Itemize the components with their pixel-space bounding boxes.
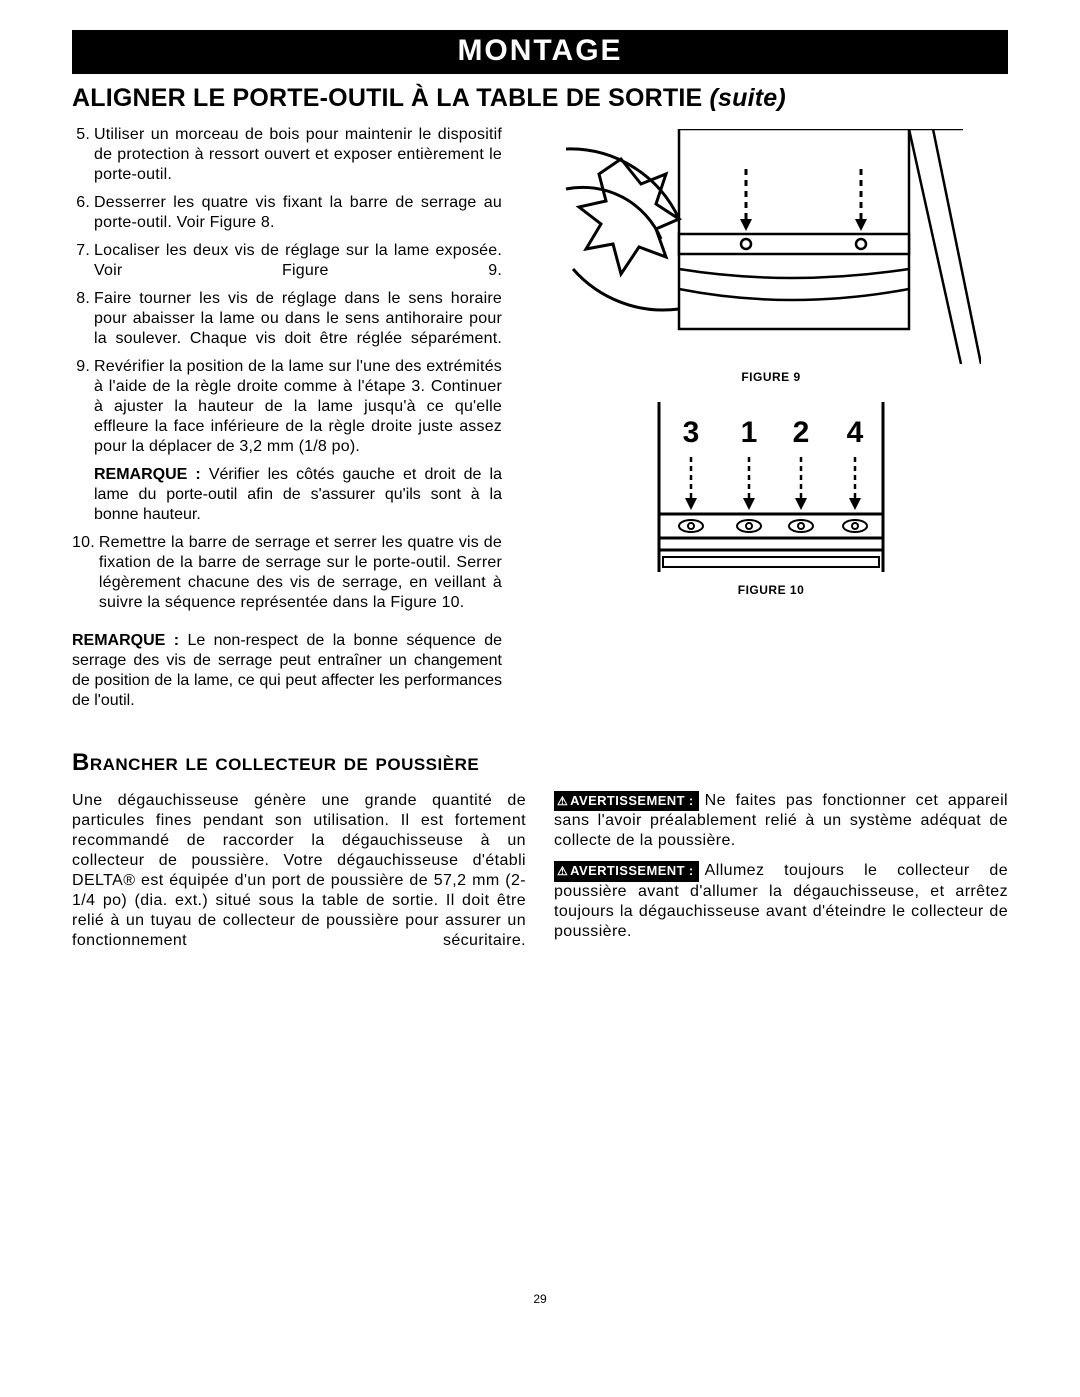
heading-align: ALIGNER LE PORTE-OUTIL À LA TABLE DE SOR… (72, 84, 1008, 113)
warning-2-label: AVERTISSEMENT : (570, 863, 694, 878)
step-8-num: 8. (72, 289, 94, 349)
fig10-num-3: 3 (683, 416, 700, 449)
figure-10-svg: 3 1 2 4 (641, 402, 901, 577)
step-7-num: 7. (72, 241, 94, 281)
step-7: 7. Localiser les deux vis de réglage sur… (72, 241, 502, 281)
step-6-text: Desserrer les quatre vis fixant la barre… (94, 193, 502, 233)
figure-9-svg (561, 129, 981, 364)
steps-list: 5. Utiliser un morceau de bois pour main… (72, 125, 502, 457)
step-10: 10. Remettre la barre de serrage et serr… (72, 533, 502, 613)
step-9-num: 9. (72, 357, 94, 457)
steps-column: 5. Utiliser un morceau de bois pour main… (72, 125, 502, 719)
warning-1-badge: ⚠AVERTISSEMENT : (554, 791, 699, 811)
heading-align-suite: (suite) (710, 84, 786, 112)
step-8-text: Faire tourner les vis de réglage dans le… (94, 289, 502, 349)
figure-10-caption: FIGURE 10 (738, 583, 805, 597)
step-10-num: 10. (72, 533, 99, 613)
figure-9-caption: FIGURE 9 (741, 370, 800, 384)
warning-2-badge: ⚠AVERTISSEMENT : (554, 861, 699, 881)
step-6: 6. Desserrer les quatre vis fixant la ba… (72, 193, 502, 233)
warning-icon: ⚠ (557, 864, 568, 878)
warning-1-label: AVERTISSEMENT : (570, 793, 694, 808)
step-6-num: 6. (72, 193, 94, 233)
dust-left-col: Une dégauchisseuse génère une grande qua… (72, 791, 526, 952)
step-5-text: Utiliser un morceau de bois pour mainten… (94, 125, 502, 185)
remarque-2: REMARQUE : Le non-respect de la bonne sé… (72, 631, 502, 711)
two-column-steps: 5. Utiliser un morceau de bois pour main… (72, 125, 1008, 719)
dust-left-text: Une dégauchisseuse génère une grande qua… (72, 791, 526, 951)
fig10-num-1: 1 (741, 416, 758, 449)
dust-columns: Une dégauchisseuse génère une grande qua… (72, 791, 1008, 952)
page-number: 29 (72, 1292, 1008, 1306)
step-5: 5. Utiliser un morceau de bois pour main… (72, 125, 502, 185)
step-8: 8. Faire tourner les vis de réglage dans… (72, 289, 502, 349)
figures-column: FIGURE 9 (534, 125, 1008, 719)
warning-2: ⚠AVERTISSEMENT :Allumez toujours le coll… (554, 861, 1008, 941)
step-9-text: Revérifier la position de la lame sur l'… (94, 357, 502, 457)
heading-dust: Brancher le collecteur de poussière (72, 749, 1008, 777)
warning-icon: ⚠ (557, 794, 568, 808)
step-9: 9. Revérifier la position de la lame sur… (72, 357, 502, 457)
steps-list-2: 10. Remettre la barre de serrage et serr… (72, 533, 502, 613)
warning-1: ⚠AVERTISSEMENT :Ne faites pas fonctionne… (554, 791, 1008, 851)
step-10-text: Remettre la barre de serrage et serrer l… (99, 533, 502, 613)
remarque-1: REMARQUE : Vérifier les côtés gauche et … (72, 465, 502, 525)
heading-align-main: ALIGNER LE PORTE-OUTIL À LA TABLE DE SOR… (72, 84, 702, 112)
remarque-2-label: REMARQUE : (72, 632, 179, 649)
fig10-num-2: 2 (793, 416, 810, 449)
step-7-text: Localiser les deux vis de réglage sur la… (94, 241, 502, 281)
dust-right-col: ⚠AVERTISSEMENT :Ne faites pas fonctionne… (554, 791, 1008, 952)
fig10-num-4: 4 (847, 416, 864, 449)
section-banner: MONTAGE (72, 30, 1008, 74)
remarque-1-label: REMARQUE : (94, 466, 201, 483)
step-5-num: 5. (72, 125, 94, 185)
